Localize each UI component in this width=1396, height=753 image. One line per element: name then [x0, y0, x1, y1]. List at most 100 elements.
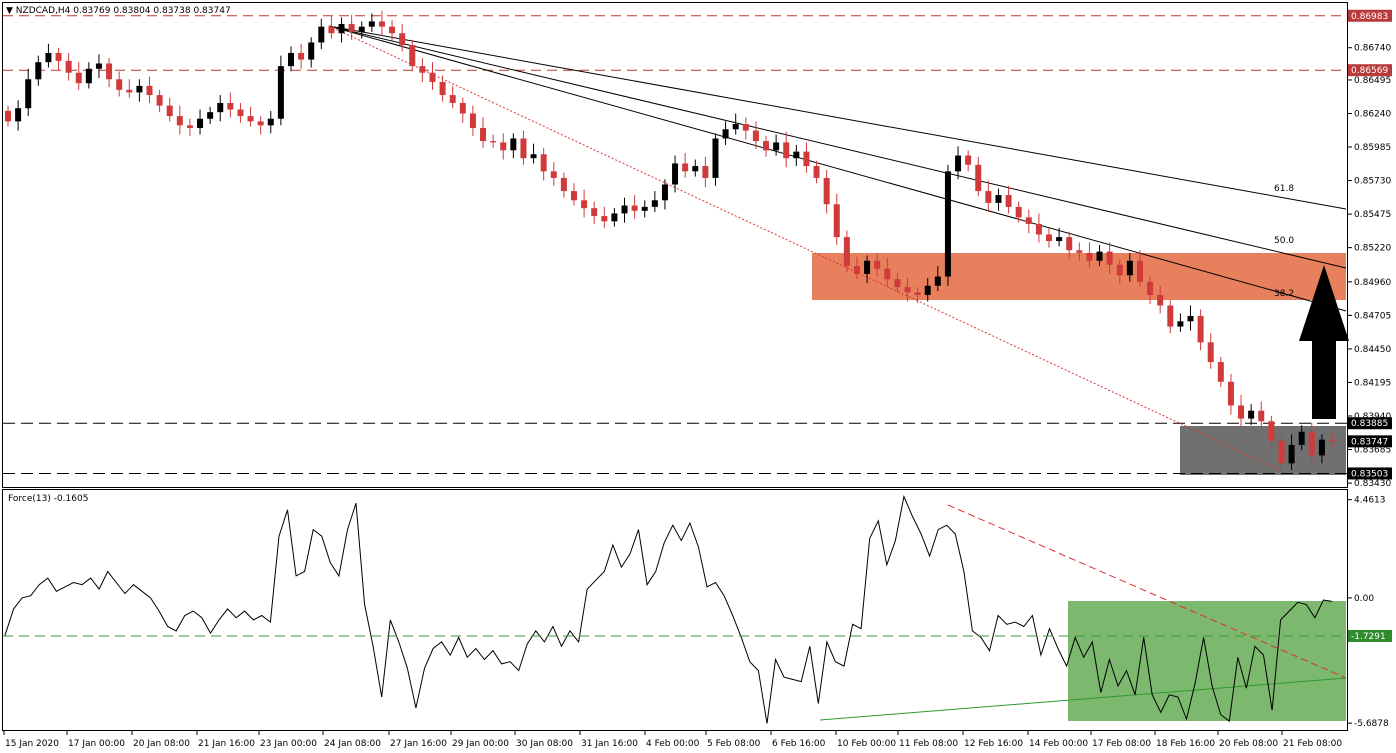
- candle-body: [227, 103, 233, 110]
- candle-body: [551, 171, 557, 178]
- candle-body: [844, 237, 850, 266]
- time-tick-label: 30 Jan 08:00: [516, 739, 573, 749]
- time-tick-label: 21 Feb 08:00: [1283, 739, 1342, 749]
- candle-body: [541, 154, 547, 171]
- candle-body: [773, 142, 779, 150]
- candle-body: [1268, 421, 1274, 441]
- candle-body: [56, 53, 62, 61]
- candle-body: [733, 124, 739, 129]
- candle-body: [1198, 316, 1204, 342]
- candle-body: [945, 171, 951, 276]
- candle-body: [126, 90, 132, 93]
- candle-body: [1218, 362, 1224, 382]
- candle-body: [167, 106, 173, 117]
- current-price-label: 0.83747: [1351, 437, 1388, 447]
- candle-body: [278, 66, 284, 119]
- time-tick-label: 14 Feb 00:00: [1029, 739, 1088, 749]
- candle-body: [601, 216, 607, 221]
- candle-body: [146, 86, 152, 95]
- candle-body: [905, 287, 911, 292]
- fib-label-61: 61.8: [1274, 184, 1294, 194]
- candle-body: [1258, 411, 1264, 422]
- price-tick-label: 0.85985: [1354, 143, 1391, 153]
- candle-body: [1117, 265, 1123, 276]
- candle-body: [531, 154, 537, 158]
- levels-layer: [3, 16, 1347, 474]
- time-tick-label: 12 Feb 16:00: [964, 739, 1023, 749]
- candle-body: [975, 165, 981, 191]
- candle-body: [15, 108, 21, 121]
- candle-body: [500, 142, 506, 150]
- candle-body: [561, 178, 567, 191]
- symbol-label: NZDCAD,H4: [16, 6, 71, 16]
- candle-body: [1278, 441, 1284, 463]
- candle-body: [440, 82, 446, 95]
- force-tick-label: -5.6878: [1354, 719, 1389, 729]
- candle-body: [652, 200, 658, 207]
- candle-body: [1299, 432, 1305, 445]
- time-tick-label: 29 Jan 00:00: [452, 739, 509, 749]
- fib-label-50: 50.0: [1274, 236, 1294, 246]
- fib-fan-layer: 61.8 50.0 38.2: [329, 26, 1346, 471]
- candle-body: [611, 213, 617, 221]
- candle-body: [480, 128, 486, 141]
- candle-body: [1056, 237, 1062, 241]
- price-tick-label: 0.84450: [1354, 345, 1391, 355]
- candle-body: [753, 131, 759, 142]
- candle-body: [106, 64, 112, 80]
- candle-body: [995, 195, 1001, 203]
- candle-body: [35, 62, 41, 79]
- price-panel-frame: [3, 3, 1348, 488]
- candle-body: [369, 21, 375, 26]
- candle-body: [642, 207, 648, 211]
- level-badge-label: 0.86983: [1351, 12, 1388, 22]
- candle-body: [207, 112, 213, 119]
- candle-body: [288, 53, 294, 66]
- candle-body: [1127, 261, 1133, 275]
- price-tick-label: 0.84195: [1354, 378, 1391, 388]
- candle-body: [349, 24, 355, 32]
- candle-body: [1157, 295, 1163, 306]
- time-tick-label: 6 Feb 16:00: [772, 739, 826, 749]
- candle-body: [894, 279, 900, 287]
- candle-body: [429, 73, 435, 82]
- price-tick-label: 0.84960: [1354, 278, 1391, 288]
- candle-body: [702, 166, 708, 178]
- candle-body: [1107, 252, 1113, 265]
- candle-body: [399, 33, 405, 45]
- candle-body: [359, 27, 365, 32]
- candle-body: [803, 152, 809, 166]
- candle-body: [177, 116, 183, 125]
- candle-body: [591, 208, 597, 216]
- candle-body: [419, 66, 425, 73]
- candle-body: [328, 27, 334, 34]
- candle-body: [571, 191, 577, 200]
- candle-body: [1036, 224, 1042, 235]
- candle-body: [682, 163, 688, 171]
- candle-body: [460, 103, 466, 114]
- candle-body: [490, 141, 496, 142]
- candle-body: [864, 261, 870, 274]
- price-axis: 0.86740 0.86495 0.86240 0.85985 0.85730 0.854…: [1348, 10, 1392, 489]
- candle-body: [1167, 306, 1173, 327]
- force-level-label: -1.7291: [1351, 632, 1386, 642]
- candle-body: [793, 152, 799, 159]
- candle-body: [1086, 253, 1092, 261]
- candle-body: [723, 129, 729, 138]
- candle-body: [5, 111, 11, 122]
- fib-label-38: 38.2: [1274, 289, 1294, 299]
- candle-body: [45, 53, 51, 62]
- candle-body: [66, 61, 72, 73]
- candle-body: [1208, 342, 1214, 362]
- candle-body: [874, 261, 880, 269]
- time-tick-label: 11 Feb 08:00: [899, 739, 958, 749]
- candle-body: [450, 95, 456, 103]
- candle-body: [965, 156, 971, 165]
- price-tick-label: 0.85220: [1354, 244, 1391, 254]
- candle-body: [157, 95, 163, 106]
- candle-body: [1137, 261, 1143, 282]
- time-tick-label: 15 Jan 2020: [5, 739, 59, 749]
- candle-body: [581, 200, 587, 208]
- candle-body: [217, 103, 223, 112]
